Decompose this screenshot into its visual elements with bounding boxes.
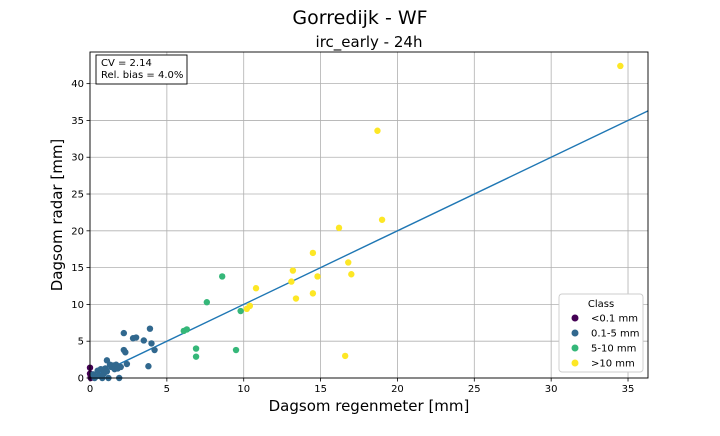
x-tick-label: 15 <box>314 384 327 395</box>
y-tick-label: 15 <box>71 263 84 274</box>
y-tick-label: 30 <box>71 153 84 164</box>
y-tick-label: 40 <box>71 79 84 90</box>
y-tick-label: 5 <box>78 337 84 348</box>
legend-frame <box>558 293 644 373</box>
chart-title: irc_early - 24h <box>316 33 423 52</box>
data-point <box>374 127 381 134</box>
legend-marker <box>571 359 579 367</box>
legend-label: <0.1 mm <box>591 314 638 325</box>
data-point <box>103 368 111 375</box>
data-point <box>288 278 295 285</box>
y-tick-label: 25 <box>71 190 84 201</box>
y-tick-label: 20 <box>71 226 84 237</box>
data-point <box>122 349 129 356</box>
legend-label: 5-10 mm <box>591 344 636 355</box>
data-point <box>341 352 349 360</box>
data-point <box>117 363 124 371</box>
data-point <box>148 340 155 347</box>
data-points <box>86 62 624 382</box>
data-point <box>345 259 352 266</box>
data-point <box>140 337 148 344</box>
stats-box-frame <box>95 54 188 85</box>
stats-bias: Rel. bias = 4.0% <box>101 70 183 81</box>
data-point <box>132 334 140 341</box>
data-point <box>192 345 200 352</box>
legend: Class <0.1 mm 0.1-5 mm 5-10 mm >10 mm <box>558 293 644 373</box>
data-point <box>335 224 343 232</box>
y-tick-label: 0 <box>78 374 84 385</box>
x-tick-label: 20 <box>391 384 404 395</box>
data-point <box>289 267 297 274</box>
x-axis-label: Dagsom regenmeter [mm] <box>269 397 470 415</box>
data-point <box>309 249 317 257</box>
stats-cv: CV = 2.14 <box>101 58 152 69</box>
data-point <box>192 353 200 360</box>
x-tick-label: 10 <box>237 384 250 395</box>
y-tick-label: 10 <box>71 300 84 311</box>
legend-title: Class <box>588 299 614 310</box>
y-axis-ticks: 0 5 10 15 20 25 30 35 40 <box>71 79 90 385</box>
x-tick-label: 30 <box>545 384 558 395</box>
data-point <box>218 273 226 280</box>
x-tick-label: 25 <box>468 384 481 395</box>
stats-box: CV = 2.14 Rel. bias = 4.0% <box>95 54 188 85</box>
data-point <box>183 326 191 333</box>
chart-suptitle: Gorredijk - WF <box>292 7 427 29</box>
legend-marker <box>571 314 579 322</box>
plot-area-frame <box>89 51 649 379</box>
data-point <box>292 295 300 302</box>
data-point <box>314 273 321 280</box>
data-point <box>203 299 211 306</box>
data-point <box>151 346 158 354</box>
data-point <box>145 363 152 370</box>
legend-label: >10 mm <box>591 359 635 370</box>
x-tick-label: 35 <box>622 384 635 395</box>
x-tick-label: 0 <box>87 384 93 395</box>
legend-label: 0.1-5 mm <box>591 329 640 340</box>
data-point <box>146 325 154 332</box>
data-point <box>120 329 128 337</box>
data-point <box>348 271 355 278</box>
x-axis-ticks: 0 5 10 15 20 25 30 35 <box>87 378 635 395</box>
grid <box>89 52 648 379</box>
data-point <box>123 360 131 368</box>
y-axis-label: Dagsom radar [mm] <box>48 139 66 292</box>
data-point <box>246 302 254 310</box>
data-point <box>617 62 624 70</box>
data-point <box>252 285 260 292</box>
x-tick-label: 5 <box>164 384 170 395</box>
data-point <box>309 290 317 297</box>
data-point <box>232 346 240 354</box>
legend-marker <box>571 344 579 352</box>
data-point <box>378 216 386 223</box>
data-point <box>237 307 244 315</box>
legend-items: <0.1 mm 0.1-5 mm 5-10 mm >10 mm <box>571 314 640 370</box>
legend-marker <box>571 329 579 337</box>
y-tick-label: 35 <box>71 116 84 127</box>
